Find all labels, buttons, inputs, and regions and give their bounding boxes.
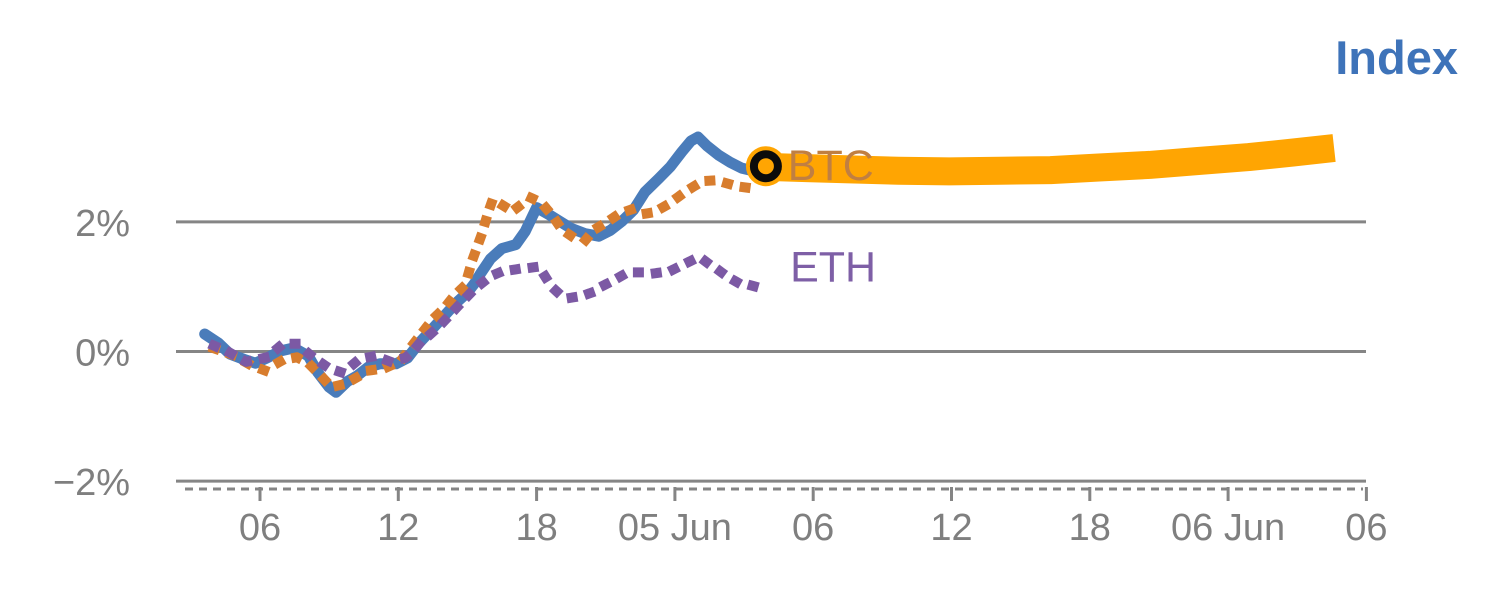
x-tick-label: 05 Jun <box>618 507 732 549</box>
x-tick-label: 18 <box>515 507 557 549</box>
chart-title: Index <box>1335 31 1458 84</box>
x-tick-label: 06 <box>1345 507 1387 549</box>
series-eth <box>207 252 767 378</box>
x-tick-label: 06 <box>239 507 281 549</box>
x-tick-label: 06 Jun <box>1171 507 1285 549</box>
series-index-forecast-band <box>762 134 1336 186</box>
y-tick-label: 0% <box>75 333 130 375</box>
y-tick-label: 2% <box>75 203 130 245</box>
x-tick-label: 12 <box>930 507 972 549</box>
series-index <box>199 131 772 398</box>
y-tick-label: −2% <box>53 462 130 504</box>
x-tick-label: 06 <box>792 507 834 549</box>
x-tick-label: 12 <box>377 507 419 549</box>
btc-series-label: BTC <box>788 142 874 190</box>
current-point-marker-ring <box>749 150 782 183</box>
x-tick-label: 18 <box>1069 507 1111 549</box>
eth-series-label: ETH <box>790 244 876 292</box>
